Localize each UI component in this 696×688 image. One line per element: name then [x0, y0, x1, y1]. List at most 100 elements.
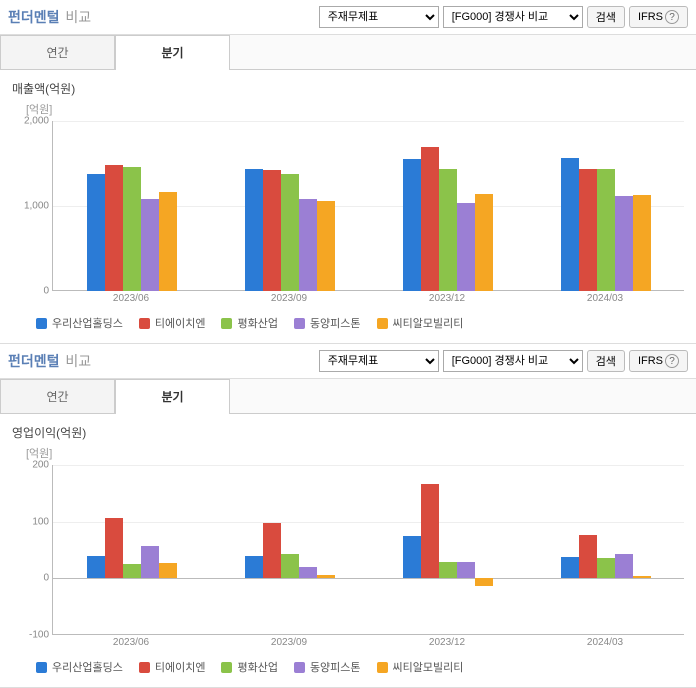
x-axis: 2023/062023/092023/122024/03 [52, 291, 684, 307]
legend-swatch [36, 318, 47, 329]
panel-title-sub: 비교 [65, 9, 91, 25]
bar [245, 169, 263, 291]
panel-title: 펀더멘털 비교 [8, 7, 91, 27]
header-controls: 주재무제표 [FG000] 경쟁사 비교 검색 IFRS? [319, 6, 688, 28]
tab-quarter[interactable]: 분기 [115, 379, 230, 413]
bar [105, 165, 123, 291]
ifrs-button[interactable]: IFRS? [629, 350, 688, 372]
legend-item[interactable]: 우리산업홀딩스 [36, 659, 123, 675]
bar [579, 169, 597, 291]
bar [281, 554, 299, 578]
bar [87, 174, 105, 291]
legend-swatch [139, 662, 150, 673]
y-axis-label: [억원] [26, 445, 684, 461]
compare-select[interactable]: [FG000] 경쟁사 비교 [443, 350, 583, 372]
bar [475, 194, 493, 291]
panel-title-main: 펀더멘털 [8, 9, 60, 25]
panel-title-main: 펀더멘털 [8, 353, 60, 369]
bar [299, 567, 317, 578]
legend-item[interactable]: 씨티알모빌리티 [377, 659, 464, 675]
bar [421, 484, 439, 579]
bar [141, 199, 159, 291]
bar [123, 564, 141, 579]
legend-swatch [294, 662, 305, 673]
bar [263, 170, 281, 291]
bar [633, 195, 651, 291]
search-button[interactable]: 검색 [587, 6, 625, 28]
bar [87, 556, 105, 579]
tabs: 연간 분기 [0, 35, 696, 70]
zero-line [53, 578, 684, 579]
bar [159, 563, 177, 578]
plot-area: 01,0002,000 [52, 121, 684, 291]
legend-item[interactable]: 동양피스톤 [294, 659, 361, 675]
header-controls: 주재무제표 [FG000] 경쟁사 비교 검색 IFRS? [319, 350, 688, 372]
help-icon: ? [665, 10, 679, 24]
bar [457, 203, 475, 291]
search-button[interactable]: 검색 [587, 350, 625, 372]
x-tick-label: 2023/12 [429, 293, 465, 304]
chart-area: -10001002002023/062023/092023/122024/03우… [12, 465, 684, 675]
tab-quarter[interactable]: 분기 [115, 35, 230, 69]
grid-line [53, 465, 684, 466]
legend-item[interactable]: 씨티알모빌리티 [377, 315, 464, 331]
bar [317, 575, 335, 578]
statement-select[interactable]: 주재무제표 [319, 6, 439, 28]
legend-label: 동양피스톤 [310, 659, 361, 675]
legend-item[interactable]: 평화산업 [221, 659, 277, 675]
y-tick-label: 0 [13, 573, 49, 584]
tab-annual[interactable]: 연간 [0, 379, 115, 413]
x-tick-label: 2023/12 [429, 637, 465, 648]
legend-item[interactable]: 평화산업 [221, 315, 277, 331]
x-tick-label: 2023/09 [271, 293, 307, 304]
legend-label: 평화산업 [237, 659, 277, 675]
compare-select[interactable]: [FG000] 경쟁사 비교 [443, 6, 583, 28]
tabs: 연간 분기 [0, 379, 696, 414]
legend-swatch [221, 318, 232, 329]
legend-swatch [294, 318, 305, 329]
x-axis: 2023/062023/092023/122024/03 [52, 635, 684, 651]
y-tick-label: 0 [13, 286, 49, 297]
bar [579, 535, 597, 578]
legend: 우리산업홀딩스 티에이치엔 평화산업 동양피스톤 씨티알모빌리티 [36, 659, 684, 675]
legend-item[interactable]: 동양피스톤 [294, 315, 361, 331]
bar [633, 576, 651, 578]
y-tick-label: 2,000 [13, 116, 49, 127]
grid-line [53, 522, 684, 523]
legend-label: 티에이치엔 [155, 659, 206, 675]
legend-label: 티에이치엔 [155, 315, 206, 331]
bar [123, 167, 141, 291]
chart-title: 영업이익(억원) [0, 414, 696, 445]
legend-item[interactable]: 티에이치엔 [139, 315, 206, 331]
statement-select[interactable]: 주재무제표 [319, 350, 439, 372]
bar [141, 546, 159, 578]
bar [403, 536, 421, 579]
bar [159, 192, 177, 291]
bar [317, 201, 335, 291]
legend-swatch [377, 662, 388, 673]
bar [105, 518, 123, 579]
legend-label: 씨티알모빌리티 [393, 315, 464, 331]
tab-annual[interactable]: 연간 [0, 35, 115, 69]
legend-label: 평화산업 [237, 315, 277, 331]
legend-item[interactable]: 티에이치엔 [139, 659, 206, 675]
chart-title: 매출액(억원) [0, 70, 696, 101]
bar [615, 196, 633, 291]
x-tick-label: 2024/03 [587, 637, 623, 648]
bar [263, 523, 281, 579]
legend-item[interactable]: 우리산업홀딩스 [36, 315, 123, 331]
grid-line [53, 121, 684, 122]
ifrs-button[interactable]: IFRS? [629, 6, 688, 28]
y-tick-label: 200 [13, 460, 49, 471]
bar [597, 169, 615, 291]
panel: 펀더멘털 비교 주재무제표 [FG000] 경쟁사 비교 검색 IFRS? 연간… [0, 0, 696, 344]
legend-swatch [36, 662, 47, 673]
legend-label: 동양피스톤 [310, 315, 361, 331]
x-tick-label: 2023/09 [271, 637, 307, 648]
bar [615, 554, 633, 578]
bar [597, 558, 615, 578]
y-tick-label: -100 [13, 630, 49, 641]
bar [421, 147, 439, 292]
panel-header: 펀더멘털 비교 주재무제표 [FG000] 경쟁사 비교 검색 IFRS? [0, 0, 696, 35]
y-tick-label: 100 [13, 516, 49, 527]
